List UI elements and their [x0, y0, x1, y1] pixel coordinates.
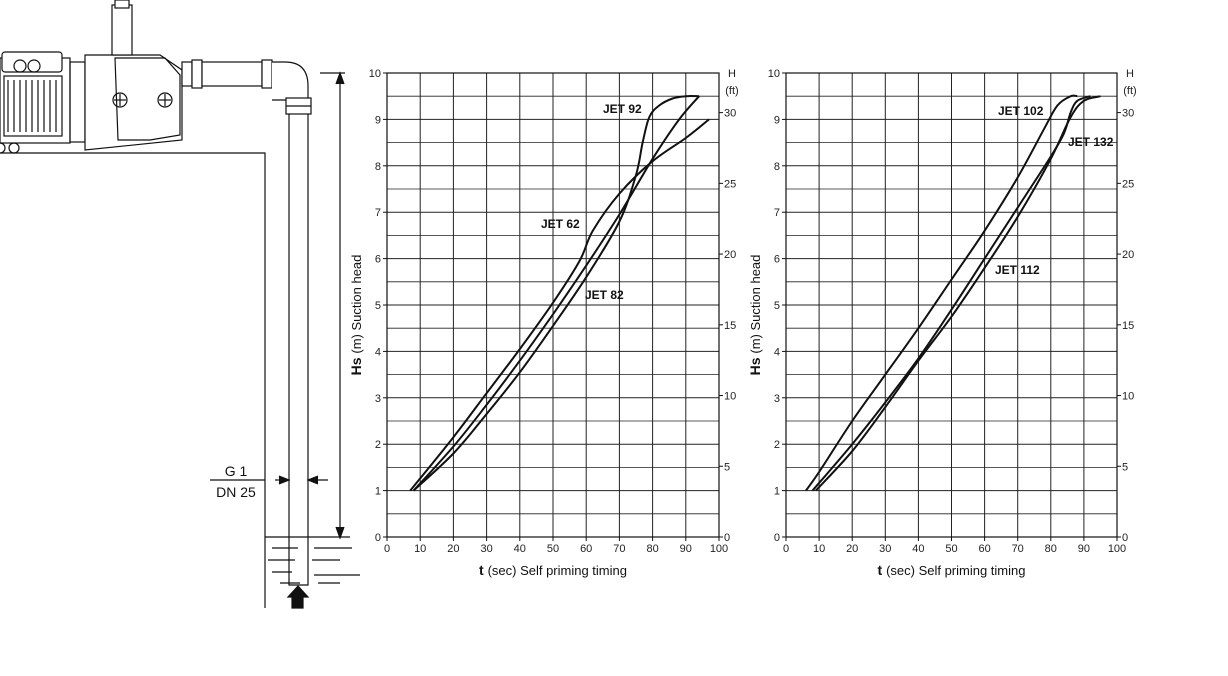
chart-right: 0 10 20 30 40 50 60 70 80 90 100012345678910051015… [747, 68, 1137, 578]
y-tick-label: 7 [375, 207, 381, 219]
x-tick-label: 50 [547, 543, 559, 555]
y2-tick-label: 5 [724, 461, 730, 473]
y-tick-label: 1 [375, 486, 381, 498]
y-axis-label: Hs (m) Suction head [348, 255, 364, 376]
series-line-jet-62 [409, 118, 710, 492]
series-label-jet-62: JET 62 [541, 217, 580, 231]
series-label-jet-102: JET 102 [998, 104, 1044, 118]
installation-diagram [0, 0, 360, 609]
y-tick-label: 1 [774, 486, 780, 498]
x-tick-label: 60 [978, 543, 990, 555]
chart-left: 0 10 20 30 40 50 60 70 80 90 100012345678910051015… [348, 68, 739, 578]
y2-axis-unit: (ft) [1123, 85, 1136, 97]
y-tick-label: 8 [774, 161, 780, 173]
y-tick-label: 6 [774, 254, 780, 266]
x-tick-label: 70 [1012, 543, 1024, 555]
y-tick-label: 0 [375, 532, 381, 544]
y-tick-label: 3 [774, 393, 780, 405]
y2-tick-label: 30 [724, 108, 736, 120]
y2-tick-label: 0 [724, 532, 730, 544]
x-tick-label: 100 [710, 543, 728, 555]
y2-tick-label: 5 [1122, 461, 1128, 473]
x-tick-label: 20 [846, 543, 858, 555]
series-label-jet-132: JET 132 [1068, 135, 1114, 149]
y-tick-label: 2 [774, 439, 780, 451]
series-line-jet-102 [805, 94, 1078, 492]
y-tick-label: 5 [774, 300, 780, 312]
x-axis-label: t (sec) Self priming timing [479, 562, 627, 578]
suction-pipe [272, 61, 309, 586]
x-axis-label: t (sec) Self priming timing [878, 562, 1026, 578]
x-tick-label: 0 [384, 543, 390, 555]
y-tick-label: 5 [375, 300, 381, 312]
ground-ledge [0, 152, 266, 608]
series-label-jet-82: JET 82 [585, 288, 624, 302]
x-tick-label: 0 [783, 543, 789, 555]
y2-axis-unit: (ft) [725, 85, 738, 97]
x-tick-label: 20 [447, 543, 459, 555]
pump-icon [0, 0, 273, 154]
y-tick-label: 9 [774, 114, 780, 126]
y-tick-label: 10 [369, 68, 381, 80]
x-tick-label: 70 [613, 543, 625, 555]
x-tick-label: 80 [646, 543, 658, 555]
y2-axis-title: H [1126, 68, 1134, 80]
y-tick-label: 8 [375, 161, 381, 173]
y-tick-label: 9 [375, 114, 381, 126]
y2-tick-label: 10 [1122, 391, 1134, 403]
series-line-jet-92 [412, 95, 700, 492]
y2-tick-label: 15 [724, 320, 736, 332]
x-tick-label: 100 [1108, 543, 1126, 555]
x-tick-label: 10 [813, 543, 825, 555]
y2-tick-label: 25 [1122, 178, 1134, 190]
y-axis-label: Hs (m) Suction head [747, 255, 763, 376]
x-tick-label: 10 [414, 543, 426, 555]
x-tick-label: 90 [1078, 543, 1090, 555]
water-surface [265, 536, 360, 584]
y-tick-label: 4 [375, 346, 381, 358]
series-line-jet-82 [412, 95, 700, 492]
pipe-size-g1: G 1 [225, 463, 248, 479]
y2-tick-label: 15 [1122, 320, 1134, 332]
y2-tick-label: 30 [1122, 108, 1134, 120]
series-line-jet-132 [811, 95, 1091, 492]
series-line-jet-112 [815, 95, 1101, 492]
y-tick-label: 7 [774, 207, 780, 219]
pipe-size-dn25: DN 25 [216, 484, 256, 500]
series-label-jet-112: JET 112 [995, 263, 1040, 277]
x-tick-label: 30 [879, 543, 891, 555]
y2-tick-label: 20 [724, 249, 736, 261]
x-tick-label: 80 [1045, 543, 1057, 555]
x-tick-label: 40 [514, 543, 526, 555]
inlet-arrow-icon [286, 585, 310, 609]
y-tick-label: 6 [375, 254, 381, 266]
y2-tick-label: 25 [724, 178, 736, 190]
x-tick-label: 40 [912, 543, 924, 555]
y2-tick-label: 0 [1122, 532, 1128, 544]
y-tick-label: 3 [375, 393, 381, 405]
y2-axis-title: H [728, 68, 736, 80]
series-label-jet-92: JET 92 [603, 102, 642, 116]
y-tick-label: 2 [375, 439, 381, 451]
y-tick-label: 0 [774, 532, 780, 544]
x-tick-label: 30 [480, 543, 492, 555]
y-tick-label: 4 [774, 346, 780, 358]
x-tick-label: 60 [580, 543, 592, 555]
y2-tick-label: 10 [724, 391, 736, 403]
x-tick-label: 90 [680, 543, 692, 555]
y-tick-label: 10 [768, 68, 780, 80]
x-tick-label: 50 [945, 543, 957, 555]
y2-tick-label: 20 [1122, 249, 1134, 261]
